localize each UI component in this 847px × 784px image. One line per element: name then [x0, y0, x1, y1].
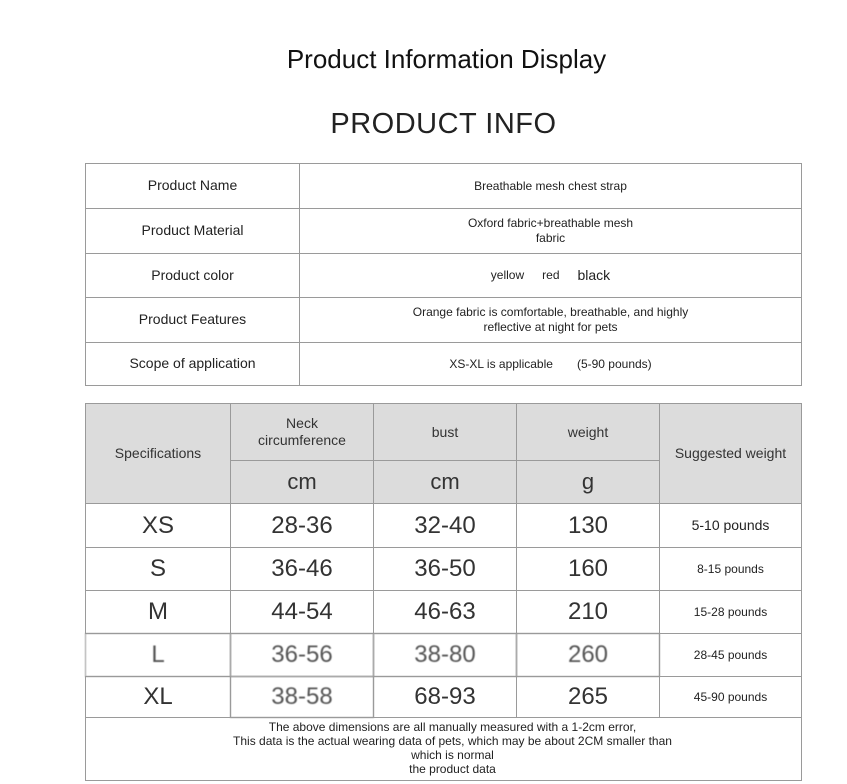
info-label: Product Name — [85, 163, 300, 209]
info-value-colors: yellow red black — [299, 253, 802, 298]
suggested-cell: 8-15 pounds — [659, 547, 802, 591]
size-cell: L — [85, 633, 231, 677]
footer-line: the product data — [409, 761, 496, 776]
bust-cell: 68-93 — [373, 676, 517, 718]
header-bust: bust — [373, 403, 517, 461]
weight-cell: 160 — [516, 547, 660, 591]
neck-cell: 36-56 — [230, 633, 374, 677]
weight-cell: 260 — [516, 633, 660, 677]
bust-cell: 32-40 — [373, 503, 517, 548]
size-cell: S — [85, 547, 231, 591]
neck-cell: 36-46 — [230, 547, 374, 591]
header-neck: Neck circumference — [230, 403, 374, 461]
size-cell: XS — [85, 503, 231, 548]
color-yellow: yellow — [490, 268, 525, 282]
info-value: Breathable mesh chest strap — [299, 163, 802, 209]
weight-cell: 265 — [516, 676, 660, 718]
color-red: red — [542, 268, 560, 282]
suggested-cell: 28-45 pounds — [659, 633, 802, 677]
scope-weight: (5-90 pounds) — [576, 356, 652, 371]
size-cell: M — [85, 590, 231, 634]
info-value: Orange fabric is comfortable, breathable… — [299, 297, 802, 343]
size-cell: XL — [85, 676, 231, 718]
neck-cell: 38-58 — [230, 676, 374, 718]
weight-cell: 130 — [516, 503, 660, 548]
color-black: black — [577, 266, 611, 283]
header-specifications: Specifications — [85, 403, 231, 504]
neck-cell: 28-36 — [230, 503, 374, 548]
header-suggested-weight: Suggested weight — [659, 403, 802, 504]
weight-cell: 210 — [516, 590, 660, 634]
bust-cell: 38-80 — [373, 633, 517, 677]
info-label: Scope of application — [85, 342, 300, 386]
page-title: Product Information Display — [286, 44, 607, 74]
unit-bust: cm — [373, 460, 517, 504]
footer-line: The above dimensions are all manually me… — [268, 720, 637, 735]
scope-sizes: XS-XL is applicable — [449, 356, 553, 371]
info-value: XS-XL is applicable (5-90 pounds) — [299, 342, 802, 386]
info-label: Product Features — [85, 297, 300, 343]
info-label: Product Material — [85, 208, 300, 254]
bust-cell: 46-63 — [373, 590, 517, 634]
info-label: Product color — [85, 253, 300, 298]
header-weight: weight — [516, 403, 660, 461]
neck-cell: 44-54 — [230, 590, 374, 634]
suggested-cell: 15-28 pounds — [659, 590, 802, 634]
section-title: PRODUCT INFO — [330, 108, 557, 140]
unit-weight: g — [516, 460, 660, 504]
suggested-cell: 5-10 pounds — [659, 503, 802, 548]
suggested-cell: 45-90 pounds — [659, 676, 802, 718]
unit-neck: cm — [230, 460, 374, 504]
footer-line: This data is the actual wearing data of … — [233, 734, 672, 749]
info-value: Oxford fabric+breathable mesh fabric — [299, 208, 802, 254]
footer-line: which is normal — [411, 748, 494, 762]
bust-cell: 36-50 — [373, 547, 517, 591]
table-footer-note: The above dimensions are all manually me… — [85, 717, 802, 781]
